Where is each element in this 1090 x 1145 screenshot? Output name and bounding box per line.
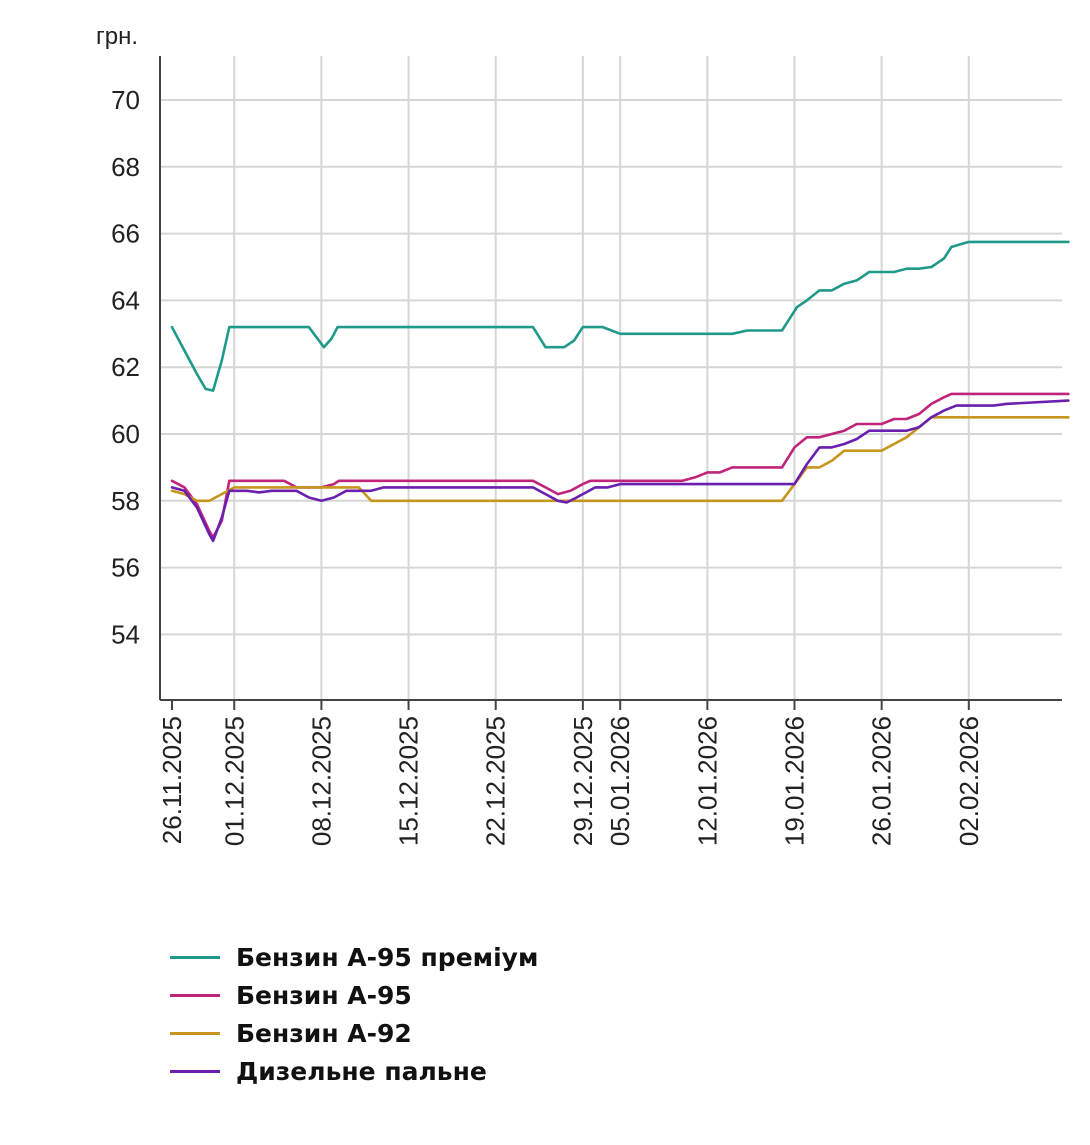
x-tick-label: 26.11.2025 (157, 716, 187, 844)
line-chart: 54 56 58 60 62 64 66 68 70 26.11.2025 01.12.2025 08… (96, 23, 1070, 846)
legend-label: Бензин А-92 (236, 1018, 412, 1048)
x-tick-label: 15.12.2025 (394, 716, 424, 846)
legend-item: Бензин А-92 (170, 1014, 538, 1052)
y-tick-label: 60 (111, 419, 140, 449)
x-tick-label: 22.12.2025 (481, 716, 511, 846)
x-tick-label: 29.12.2025 (568, 716, 598, 846)
y-tick-label: 70 (111, 85, 140, 115)
legend-item: Бензин А-95 преміум (170, 938, 538, 976)
y-tick-label: 54 (111, 619, 140, 649)
y-axis-unit-label: грн. (96, 23, 138, 50)
series-line-2 (170, 392, 1070, 539)
legend-swatch (170, 993, 220, 997)
y-tick-label: 64 (111, 285, 140, 315)
legend-swatch (170, 1031, 220, 1035)
x-tick-label: 12.01.2026 (692, 716, 722, 846)
legend-item: Бензин А-95 (170, 976, 538, 1014)
x-tick-label: 01.12.2025 (219, 716, 249, 846)
y-tick-label: 58 (111, 486, 140, 516)
x-tick-label: 08.12.2025 (306, 716, 336, 846)
legend-swatch (170, 1069, 220, 1073)
y-tick-label: 66 (111, 219, 140, 249)
series-line-4 (170, 399, 1070, 543)
series-line-3 (170, 415, 1070, 503)
x-tick-label: 19.01.2026 (780, 716, 810, 846)
legend-label: Дизельне пальне (236, 1056, 487, 1086)
y-tick-label: 68 (111, 152, 140, 182)
legend-item: Дизельне пальне (170, 1052, 538, 1090)
y-tick-label: 62 (111, 352, 140, 382)
x-tick-label: 02.02.2026 (954, 716, 984, 846)
y-tick-label: 56 (111, 553, 140, 583)
legend-label: Бензин А-95 (236, 980, 412, 1010)
series-line-1 (170, 240, 1070, 392)
x-tick-label: 05.01.2026 (605, 716, 635, 846)
grid (160, 56, 1062, 700)
legend: Бензин А-95 преміум Бензин А-95 Бензин А… (170, 938, 538, 1090)
axes: 54 56 58 60 62 64 66 68 70 26.11.2025 01.12.2025 08… (111, 56, 1062, 846)
x-tick-label: 26.01.2026 (867, 716, 897, 846)
series-lines (170, 240, 1070, 543)
legend-label: Бензин А-95 преміум (236, 942, 539, 972)
legend-swatch (170, 955, 220, 959)
